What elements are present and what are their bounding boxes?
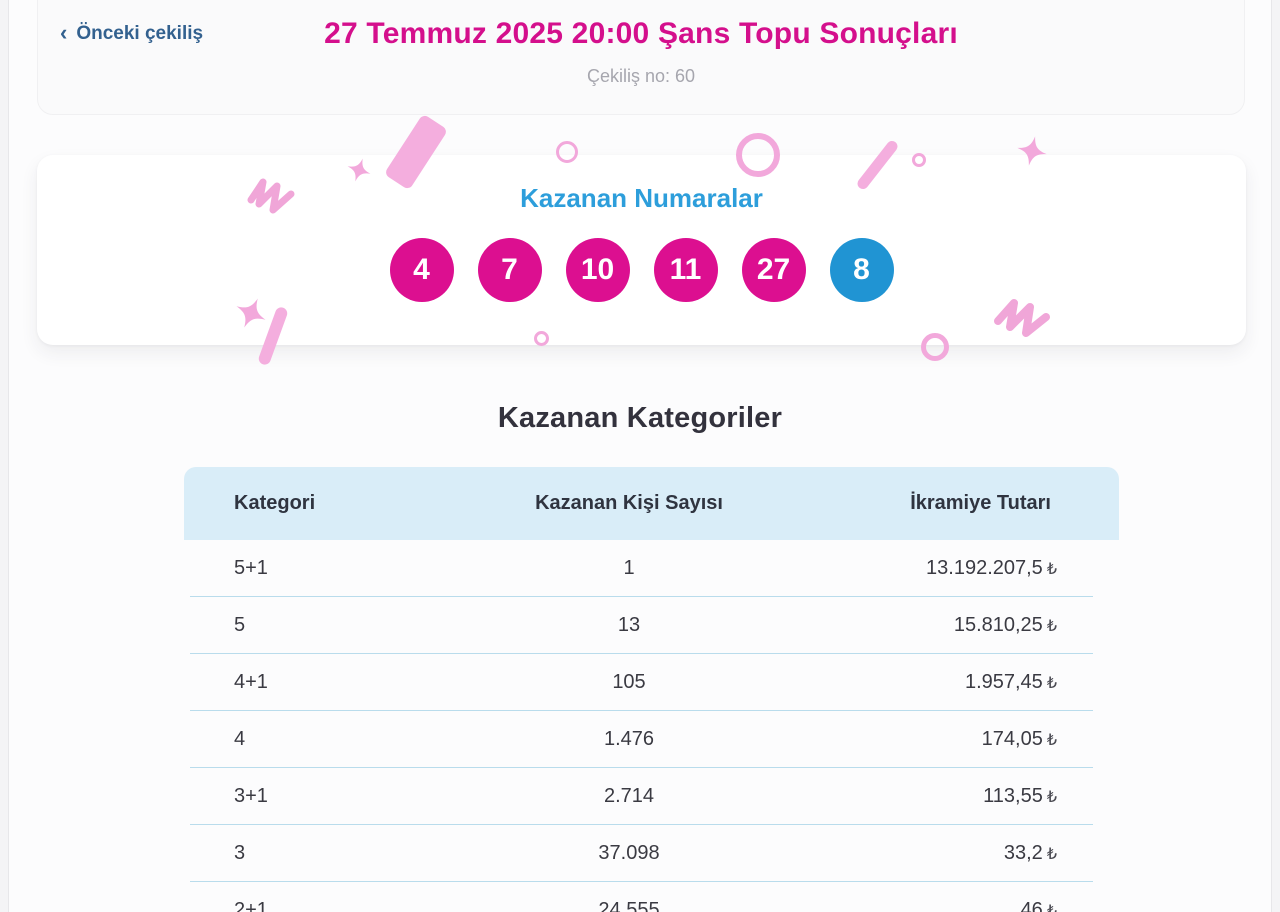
- cell-prize: 46 ₺: [874, 899, 1093, 912]
- lottery-ball: 10: [565, 238, 630, 302]
- cell-category: 4: [234, 727, 246, 750]
- cell-winners: 37.098: [598, 841, 660, 864]
- header-card: ‹ Önceki çekiliş 27 Temmuz 2025 20:00 Şa…: [37, 0, 1245, 115]
- cell-winners: 105: [612, 670, 646, 693]
- lira-icon: ₺: [1046, 615, 1057, 635]
- lira-icon: ₺: [1046, 786, 1057, 806]
- chevron-left-icon: ‹: [60, 20, 68, 45]
- categories-table: Kategori Kazanan Kişi Sayısı İkramiye Tu…: [184, 467, 1119, 912]
- column-header-prize: İkramiye Tutarı: [910, 492, 1051, 514]
- cell-category: 5+1: [234, 556, 268, 579]
- cell-prize: 1.957,45 ₺: [964, 670, 1057, 693]
- lira-icon: ₺: [1046, 843, 1057, 863]
- table-header-row: Kategori Kazanan Kişi Sayısı İkramiye Tu…: [184, 467, 1119, 540]
- cell-winners: 2.714: [603, 784, 655, 807]
- cell-winners: 13: [617, 613, 641, 636]
- winning-numbers-card: Kazanan Numaralar 4 7 10 11 27 8: [37, 155, 1246, 345]
- cell-category: 2+1: [234, 898, 268, 912]
- cell-prize: 13.192.207,5 ₺: [926, 556, 1057, 579]
- table-row: 2+1 24.555 46 ₺: [190, 882, 1093, 912]
- lottery-ball: 7: [477, 238, 542, 302]
- lira-icon: ₺: [1046, 729, 1057, 749]
- categories-title: Kazanan Kategoriler: [497, 402, 783, 434]
- cell-winners: 1.476: [603, 727, 655, 750]
- lottery-ball: 11: [653, 238, 718, 302]
- cell-winners: 24.555: [598, 898, 660, 912]
- lottery-ball-bonus: 8: [829, 238, 894, 302]
- lira-icon: ₺: [1046, 900, 1057, 912]
- cell-winners: 1: [623, 556, 635, 579]
- cell-category: 4+1: [234, 670, 268, 693]
- previous-draw-label: Önceki çekiliş: [76, 23, 204, 44]
- cell-category: 5: [234, 613, 246, 636]
- cell-prize: 33,2 ₺: [1003, 841, 1057, 864]
- cell-category: 3+1: [234, 784, 268, 807]
- winning-numbers-row: 4 7 10 11 27 8: [37, 238, 1246, 302]
- column-header-winners: Kazanan Kişi Sayısı: [535, 492, 723, 514]
- lottery-ball: 4: [389, 238, 454, 302]
- lira-icon: ₺: [1046, 672, 1057, 692]
- column-header-category: Kategori: [234, 492, 316, 514]
- table-row: 4+1 105 1.957,45 ₺: [190, 654, 1093, 711]
- table-row: 5 13 15.810,25 ₺: [190, 597, 1093, 654]
- page-title: 27 Temmuz 2025 20:00 Şans Topu Sonuçları: [324, 17, 958, 50]
- page-frame: ‹ Önceki çekiliş 27 Temmuz 2025 20:00 Şa…: [8, 0, 1272, 912]
- table-row: 5+1 1 13.192.207,5 ₺: [190, 540, 1093, 597]
- lira-icon: ₺: [1046, 558, 1057, 578]
- table-row: 3+1 2.714 113,55 ₺: [190, 768, 1093, 825]
- winning-numbers-title: Kazanan Numaralar: [520, 183, 763, 213]
- cell-prize: 15.810,25 ₺: [953, 613, 1057, 636]
- lottery-ball: 27: [741, 238, 806, 302]
- table-row: 4 1.476 174,05 ₺: [190, 711, 1093, 768]
- cell-prize: 174,05 ₺: [981, 727, 1057, 750]
- cell-category: 3: [234, 841, 246, 864]
- previous-draw-link[interactable]: ‹ Önceki çekiliş: [60, 20, 204, 45]
- draw-number: Çekiliş no: 60: [586, 66, 696, 86]
- cell-prize: 113,55 ₺: [983, 784, 1057, 807]
- table-row: 3 37.098 33,2 ₺: [190, 825, 1093, 882]
